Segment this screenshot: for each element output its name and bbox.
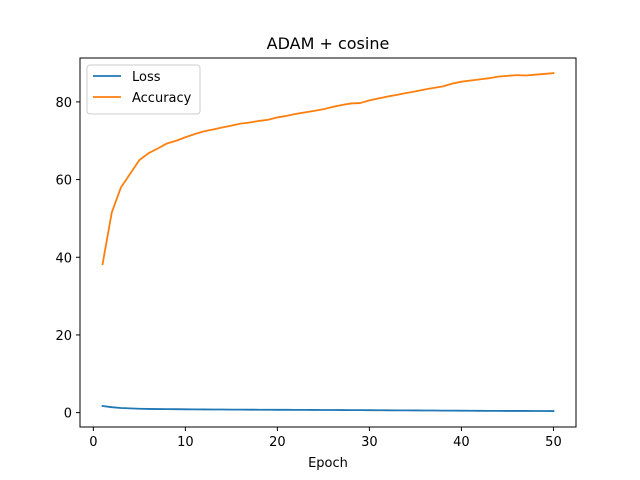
legend-box — [86, 64, 201, 115]
series-layer — [101, 72, 555, 412]
legend-label-loss: Loss — [132, 70, 161, 85]
plot-frame — [79, 57, 577, 428]
x-tick-label: 50 — [545, 435, 562, 450]
y-tick-label: 80 — [55, 96, 72, 111]
x-tick-label: 10 — [177, 435, 194, 450]
series-line-accuracy — [101, 72, 555, 266]
x-tick-label: 30 — [361, 435, 378, 450]
legend: Loss Accuracy — [86, 64, 201, 115]
y-axis-ticks: 0 20 40 60 80 — [55, 96, 80, 422]
series-line-loss — [101, 405, 555, 412]
y-tick-label: 40 — [55, 251, 72, 266]
legend-label-accuracy: Accuracy — [132, 91, 192, 106]
x-tick-label: 0 — [89, 435, 97, 450]
y-tick-label: 60 — [55, 174, 72, 189]
x-axis-ticks: 0 10 20 30 40 50 — [89, 427, 562, 450]
y-tick-label: 0 — [64, 407, 72, 422]
x-axis-label: Epoch — [308, 456, 348, 471]
x-tick-label: 20 — [269, 435, 286, 450]
x-tick-label: 40 — [453, 435, 470, 450]
y-tick-label: 20 — [55, 329, 72, 344]
chart-title: ADAM + cosine — [267, 34, 390, 53]
